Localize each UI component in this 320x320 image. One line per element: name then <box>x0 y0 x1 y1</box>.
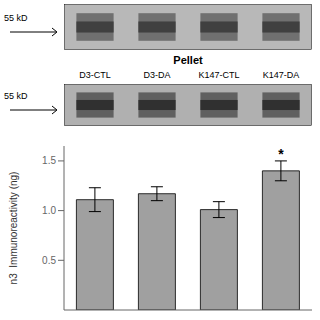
svg-text:1.0: 1.0 <box>42 205 56 216</box>
svg-text:1.5: 1.5 <box>42 155 56 166</box>
html-text:Pellet: Pellet <box>173 54 203 66</box>
svg-text:*: * <box>278 146 284 162</box>
html-text:K147-CTL: K147-CTL <box>198 70 240 80</box>
svg-text:0.5: 0.5 <box>42 255 56 266</box>
html-text:D3-CTL: D3-CTL <box>79 70 111 80</box>
html-text:55 kD: 55 kD <box>4 91 28 101</box>
html-text:D3-DA: D3-DA <box>143 70 171 80</box>
html-text:55 kD: 55 kD <box>4 13 28 23</box>
html-text:K147-DA: K147-DA <box>262 70 300 80</box>
svg-text:n3 Immunoreactivity (ng): n3 Immunoreactivity (ng) <box>8 172 19 285</box>
